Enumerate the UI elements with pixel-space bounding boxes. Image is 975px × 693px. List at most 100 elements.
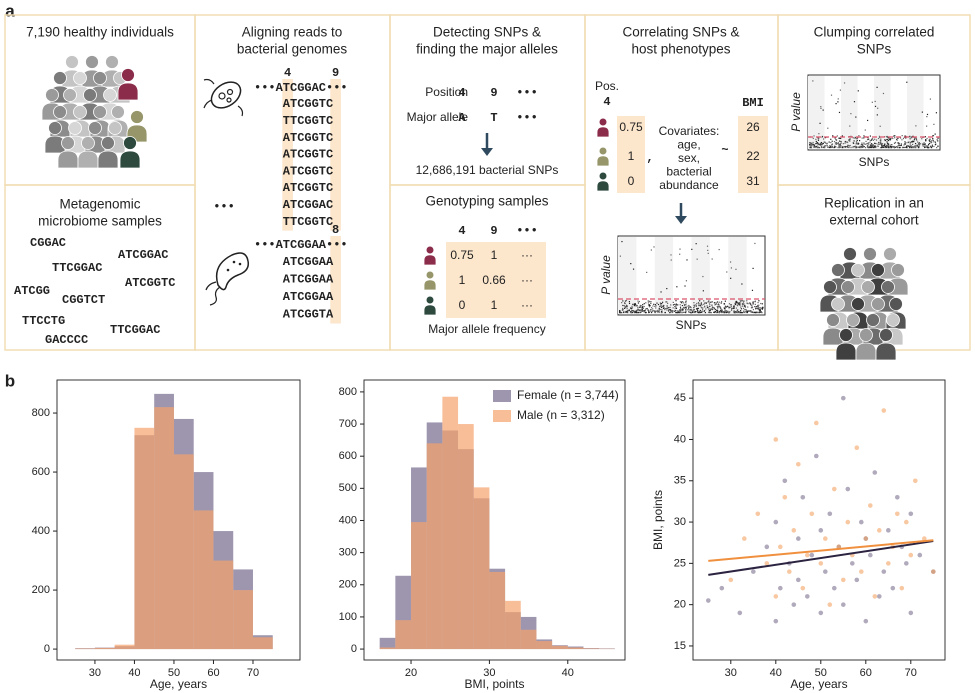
snp-dot — [681, 304, 683, 307]
snp-dot — [642, 310, 644, 312]
scatter-point — [791, 528, 797, 533]
allele-highlight — [282, 79, 293, 231]
snp-dot — [705, 302, 707, 304]
scatter-point — [814, 453, 819, 459]
snp-dot — [757, 311, 759, 314]
snp-dot — [869, 140, 871, 142]
snp-dot — [678, 311, 680, 314]
snp-dot — [858, 143, 860, 145]
snp-dot — [711, 301, 713, 303]
snp-dot — [832, 135, 834, 137]
snp-dot — [685, 307, 687, 309]
snp-dot — [835, 146, 837, 148]
snp-dot — [889, 138, 891, 141]
bacterium-detail — [238, 262, 242, 266]
y-tick-label: 800 — [32, 407, 50, 419]
snp-dot — [716, 311, 718, 314]
snp-dot — [697, 307, 699, 309]
chromosome-band — [808, 76, 825, 149]
snp-dot — [899, 137, 902, 139]
scatter-point — [764, 561, 770, 566]
snp-dot — [817, 143, 819, 145]
person-head — [81, 136, 95, 150]
scatter-point — [796, 536, 801, 541]
person-head — [871, 297, 885, 311]
scatter-point — [841, 602, 846, 607]
snp-dot — [630, 311, 632, 314]
snp-dot — [685, 303, 687, 305]
snp-dot — [932, 135, 934, 137]
snp-dot — [751, 311, 753, 313]
snp-dot — [633, 303, 636, 305]
scatter-point — [814, 420, 819, 426]
title-line: Replication in an — [824, 196, 924, 211]
phenotype-panel — [738, 116, 768, 193]
snp-dot — [670, 311, 672, 313]
snp-dot — [926, 125, 928, 127]
snp-dot — [700, 303, 702, 305]
histogram-bar — [411, 522, 427, 650]
snp-dot — [695, 310, 697, 313]
chromosome-band — [874, 76, 891, 149]
snp-dot — [648, 300, 650, 302]
scatter-point — [899, 585, 905, 591]
x-tick-label: 60 — [207, 667, 219, 679]
snp-dot — [662, 301, 664, 303]
snp-dot — [842, 146, 844, 148]
snp-dot — [839, 89, 842, 91]
snp-dot — [624, 302, 626, 304]
snp-dot — [815, 138, 817, 140]
snp-dot — [623, 305, 625, 307]
snp-dot — [637, 311, 639, 314]
snp-dot — [761, 303, 763, 305]
snp-dot — [835, 139, 838, 141]
snp-dot — [746, 311, 748, 314]
snp-dot — [754, 305, 756, 308]
snp-dot — [761, 308, 763, 310]
snp-dot — [881, 146, 884, 148]
scatter-point — [773, 594, 779, 599]
snp-dot — [880, 146, 882, 149]
snp-dot — [846, 141, 848, 144]
scatter-point — [782, 478, 788, 484]
snp-dot — [733, 306, 736, 308]
snp-dot — [739, 301, 742, 303]
snp-dot — [848, 139, 850, 141]
x-tick-label: 30 — [483, 667, 495, 679]
read: TTCGGTC — [283, 114, 333, 128]
snp-dot — [649, 305, 651, 307]
snp-dot — [699, 305, 702, 307]
frequency: 0 — [628, 174, 635, 188]
snp-dot — [734, 303, 736, 305]
scatter-point — [827, 602, 833, 607]
snp-dot — [650, 249, 652, 251]
snp-dot — [722, 311, 725, 313]
snp-dot — [654, 311, 656, 313]
snp-dot — [860, 145, 862, 148]
snp-dot — [736, 310, 738, 312]
snp-dot — [809, 143, 811, 146]
snp-dot — [697, 301, 700, 304]
snp-dot — [743, 305, 745, 307]
snp-dot — [619, 255, 621, 257]
scatter-point — [872, 594, 878, 599]
snp-dot — [877, 137, 880, 140]
snp-dot — [843, 82, 846, 84]
snp-dot — [680, 310, 682, 312]
snp-dot — [721, 309, 723, 311]
snp-dot — [853, 101, 856, 103]
snp-dot — [640, 310, 643, 312]
regression-line — [708, 539, 934, 562]
scatter-point — [877, 528, 882, 533]
snp-dot — [869, 142, 871, 144]
snp-dot — [821, 144, 823, 146]
snp-dot — [815, 143, 817, 145]
scatter-point — [800, 494, 806, 500]
snp-dot — [630, 311, 632, 314]
snp-dot — [822, 146, 825, 148]
snp-dot — [746, 302, 748, 304]
histogram-bar — [379, 647, 396, 650]
read: TTCGGAC — [52, 261, 102, 275]
title-line: host phenotypes — [631, 42, 730, 57]
snp-dot — [629, 311, 632, 313]
